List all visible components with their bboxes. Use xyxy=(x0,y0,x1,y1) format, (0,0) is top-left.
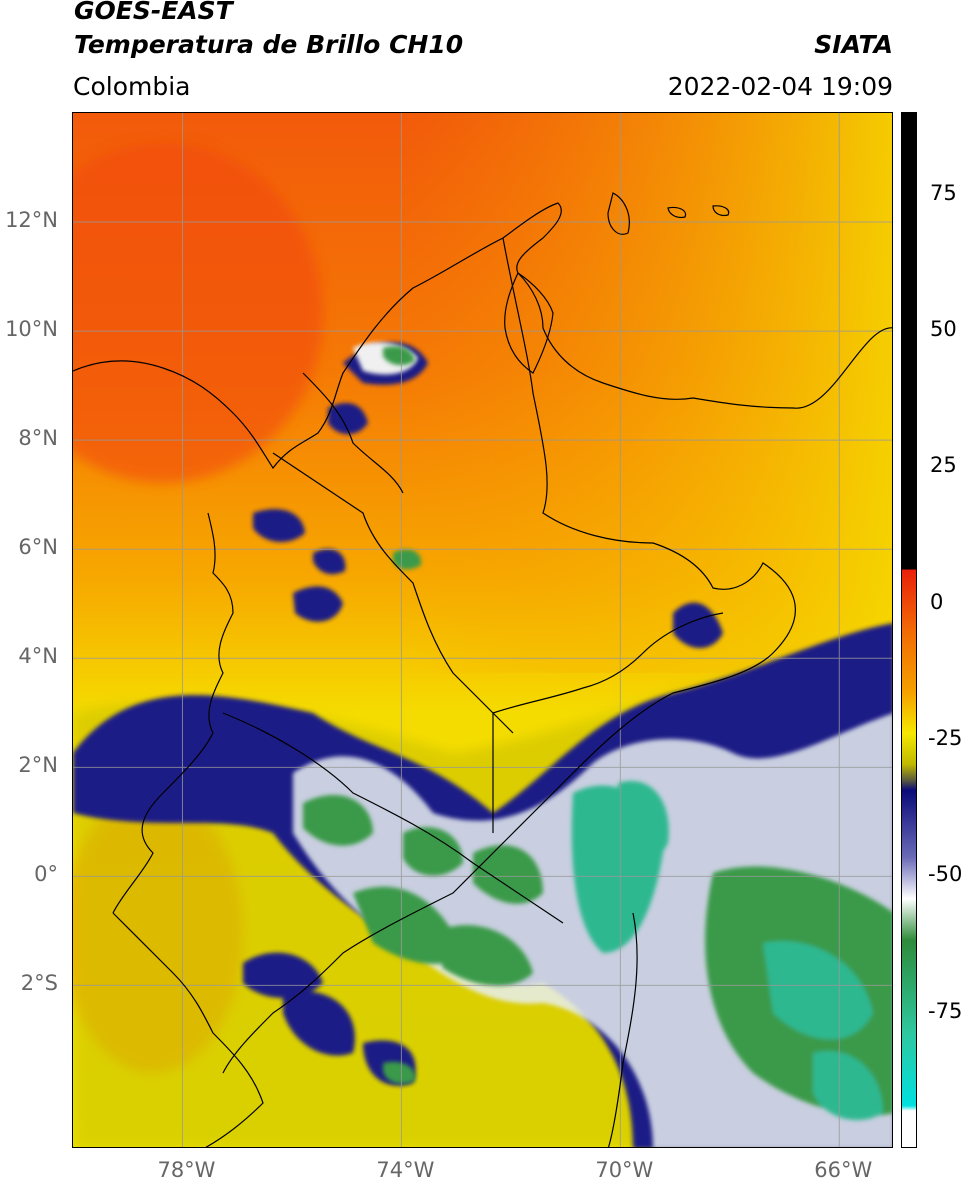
lon-tick-label: 78°W xyxy=(157,1158,216,1182)
coastlines-and-borders xyxy=(73,192,892,1147)
region-label: Colombia xyxy=(73,72,191,101)
colorbar-tick-label: -50 xyxy=(928,862,963,887)
map-svg xyxy=(73,113,892,1147)
colorbar-tick-label: -75 xyxy=(928,998,963,1023)
cloud-green-cores xyxy=(303,346,892,1121)
lat-tick-label: 6°N xyxy=(18,535,58,560)
background-east-field xyxy=(403,113,892,673)
colorbar-tick-label: 50 xyxy=(930,317,957,342)
island-curacao xyxy=(667,206,687,219)
island-paraguana xyxy=(607,192,630,235)
caribbean-coastline xyxy=(73,202,892,470)
satellite-title: GOES-EAST xyxy=(74,0,233,25)
colombia-east-border xyxy=(222,237,796,1074)
lon-tick-label: 70°W xyxy=(595,1158,654,1182)
lat-tick-label: 10°N xyxy=(5,317,58,342)
lat-tick-label: 8°N xyxy=(18,426,58,451)
venezuela-brazil-border xyxy=(492,612,724,833)
lat-tick-label: 12°N xyxy=(5,208,58,233)
lon-tick-label: 74°W xyxy=(376,1158,435,1182)
warm-sea-region xyxy=(73,143,323,483)
gridlines xyxy=(73,113,892,1147)
internal-border-a xyxy=(222,712,564,924)
colorbar-tick-label: -25 xyxy=(928,726,963,751)
colorbar-svg xyxy=(902,113,916,1147)
pacific-coastline xyxy=(112,512,234,914)
internal-border-c xyxy=(302,372,404,494)
satellite-map xyxy=(72,112,893,1148)
island-bonaire xyxy=(712,205,730,217)
internal-border-b xyxy=(272,452,514,734)
colorbar xyxy=(901,112,917,1148)
lat-tick-label: 2°N xyxy=(18,753,58,778)
colorbar-tick-label: 0 xyxy=(930,589,944,614)
lat-tick-label: 4°N xyxy=(18,644,58,669)
colorbar-gradient xyxy=(902,113,916,1147)
lon-tick-label: 66°W xyxy=(814,1158,873,1182)
product-title: Temperatura de Brillo CH10 xyxy=(74,30,464,59)
timestamp-label: 2022-02-04 19:09 xyxy=(667,72,893,101)
maracaibo-lake-outline xyxy=(504,272,554,374)
lat-tick-label: 0° xyxy=(34,862,58,887)
colorbar-tick-label: 75 xyxy=(930,180,957,205)
colorbar-tick-label: 25 xyxy=(930,453,957,478)
agency-label: SIATA xyxy=(814,30,893,59)
ecuador-coastline xyxy=(112,912,264,1147)
brazil-border xyxy=(607,912,638,1147)
lat-tick-label: 2°S xyxy=(20,971,58,996)
